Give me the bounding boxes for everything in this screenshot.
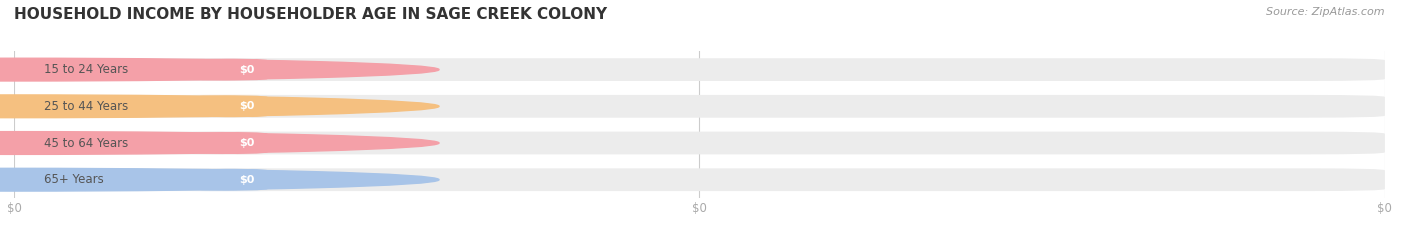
Circle shape xyxy=(0,58,439,81)
Text: 25 to 44 Years: 25 to 44 Years xyxy=(44,100,128,113)
FancyBboxPatch shape xyxy=(14,132,1385,154)
FancyBboxPatch shape xyxy=(17,96,215,117)
Text: 45 to 64 Years: 45 to 64 Years xyxy=(44,137,128,150)
Text: Source: ZipAtlas.com: Source: ZipAtlas.com xyxy=(1267,7,1385,17)
Text: $0: $0 xyxy=(239,101,254,111)
Circle shape xyxy=(0,168,439,191)
FancyBboxPatch shape xyxy=(14,168,1385,191)
FancyBboxPatch shape xyxy=(14,58,1385,81)
FancyBboxPatch shape xyxy=(193,168,267,191)
Text: HOUSEHOLD INCOME BY HOUSEHOLDER AGE IN SAGE CREEK COLONY: HOUSEHOLD INCOME BY HOUSEHOLDER AGE IN S… xyxy=(14,7,607,22)
Text: 65+ Years: 65+ Years xyxy=(44,173,104,186)
Text: $0: $0 xyxy=(239,138,254,148)
FancyBboxPatch shape xyxy=(14,95,1385,118)
Circle shape xyxy=(0,132,439,154)
FancyBboxPatch shape xyxy=(193,95,267,118)
Circle shape xyxy=(0,95,439,118)
FancyBboxPatch shape xyxy=(193,58,267,81)
FancyBboxPatch shape xyxy=(193,132,267,154)
Text: 15 to 24 Years: 15 to 24 Years xyxy=(44,63,128,76)
Text: $0: $0 xyxy=(239,65,254,75)
FancyBboxPatch shape xyxy=(17,59,215,80)
FancyBboxPatch shape xyxy=(17,169,215,190)
FancyBboxPatch shape xyxy=(17,132,215,154)
Text: $0: $0 xyxy=(239,175,254,185)
